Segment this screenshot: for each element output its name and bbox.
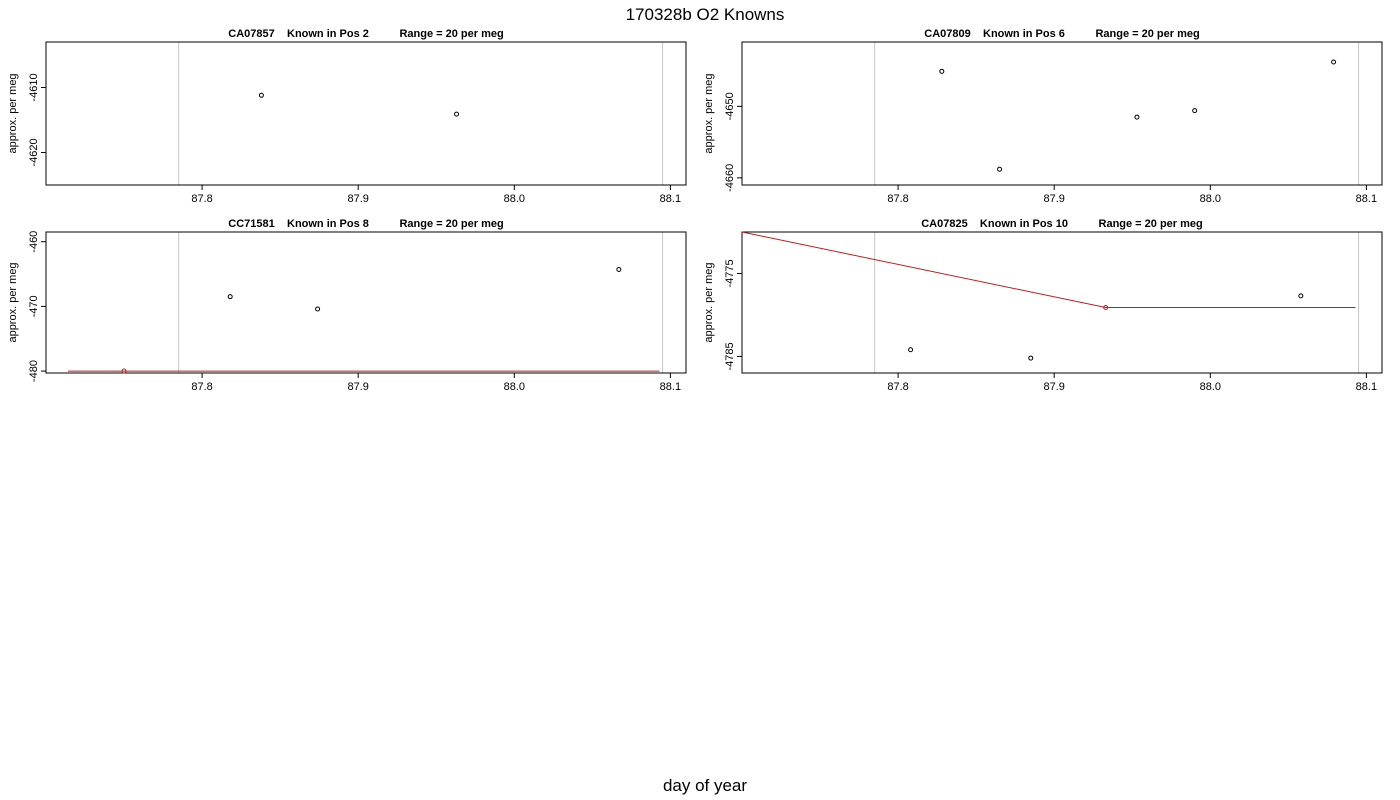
figure-title: 170328b O2 Knowns: [626, 5, 785, 24]
y-tick-label: -460: [28, 231, 40, 253]
x-tick-label: 87.9: [347, 381, 368, 393]
x-tick-label: 87.8: [887, 193, 908, 205]
x-tick-label: 88.0: [1200, 381, 1221, 393]
x-tick-label: 88.1: [660, 193, 681, 205]
y-tick-label: -4775: [724, 259, 736, 287]
panel-title: CA07857 Known in Pos 2 Range = 20 per me…: [228, 28, 503, 40]
data-point: [258, 92, 264, 98]
data-point: [227, 294, 233, 300]
x-tick-label: 88.1: [660, 381, 681, 393]
x-tick-label: 87.8: [191, 193, 212, 205]
y-axis-title: approx. per meg: [7, 73, 19, 153]
panel-title: CA07809 Known in Pos 6 Range = 20 per me…: [924, 28, 1199, 40]
data-point: [1134, 114, 1140, 120]
x-tick-label: 87.8: [887, 381, 908, 393]
plot-frame: [741, 231, 1383, 374]
data-point: [997, 166, 1003, 172]
x-tick-label: 88.1: [1356, 381, 1377, 393]
plot-frame: [45, 231, 687, 374]
panel-grid: CA07857 Known in Pos 2 Range = 20 per me…: [7, 28, 1383, 393]
data-point: [1028, 355, 1034, 361]
x-tick-label: 87.9: [347, 193, 368, 205]
highlight-point: [121, 368, 127, 374]
y-tick-label: -470: [28, 295, 40, 317]
y-tick-label: -4610: [28, 73, 40, 101]
x-tick-label: 88.0: [1200, 193, 1221, 205]
highlight-point: [1103, 304, 1109, 310]
data-point: [616, 267, 622, 273]
trend-line: [741, 231, 1356, 308]
y-axis-title: approx. per meg: [7, 262, 19, 342]
data-point: [1192, 108, 1198, 114]
data-point: [315, 306, 321, 312]
y-tick-label: -4785: [724, 342, 736, 370]
x-tick-label: 88.0: [504, 381, 525, 393]
y-tick-label: -4660: [724, 164, 736, 192]
y-axis-title: approx. per meg: [703, 262, 715, 342]
data-point: [908, 347, 914, 353]
y-tick-label: -4620: [28, 138, 40, 166]
panel-ca07809: CA07809 Known in Pos 6 Range = 20 per me…: [703, 28, 1383, 205]
panel-cc71581: CC71581 Known in Pos 8 Range = 20 per me…: [7, 218, 687, 393]
data-point: [454, 111, 460, 117]
plot-frame: [741, 41, 1383, 186]
panel-title: CA07825 Known in Pos 10 Range = 20 per m…: [921, 218, 1203, 230]
data-point: [1298, 293, 1304, 299]
x-axis-label: day of year: [663, 776, 747, 795]
panel-title: CC71581 Known in Pos 8 Range = 20 per me…: [228, 218, 503, 230]
x-tick-label: 87.9: [1043, 381, 1064, 393]
y-tick-label: -480: [28, 360, 40, 382]
y-tick-label: -4650: [724, 92, 736, 120]
y-axis-title: approx. per meg: [703, 73, 715, 153]
panel-ca07857: CA07857 Known in Pos 2 Range = 20 per me…: [7, 28, 687, 205]
data-point: [1331, 59, 1337, 65]
x-tick-label: 88.1: [1356, 193, 1377, 205]
panel-ca07825: CA07825 Known in Pos 10 Range = 20 per m…: [703, 218, 1383, 393]
x-tick-label: 87.9: [1043, 193, 1064, 205]
plot-frame: [45, 41, 687, 186]
x-tick-label: 87.8: [191, 381, 212, 393]
data-point: [939, 68, 945, 74]
x-tick-label: 88.0: [504, 193, 525, 205]
